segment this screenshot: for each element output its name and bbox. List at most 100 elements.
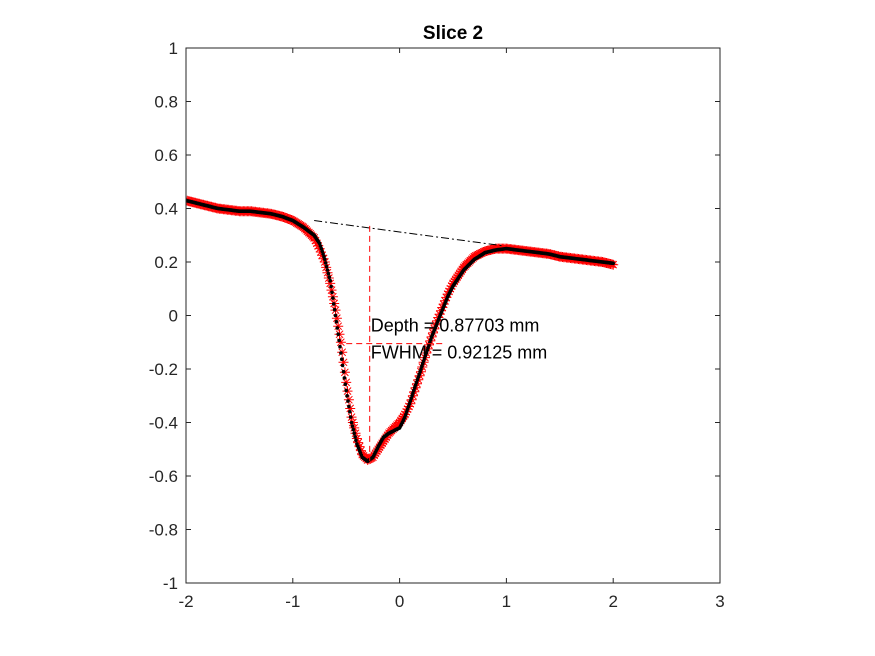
data-point-fit (339, 351, 343, 355)
data-point-measured (311, 238, 322, 249)
data-point-fit (332, 307, 337, 312)
data-point-fit (321, 252, 325, 256)
data-point-fit (327, 275, 332, 280)
data-point-fit (411, 391, 415, 395)
axes: -2 -1 0 1 2 3-1-0.8-0.6-0.4-0.200.20.40.60.81 (149, 39, 725, 611)
y-tick-label: 0.4 (154, 200, 178, 219)
data-point-measured (331, 313, 342, 324)
data-point-fit (407, 402, 412, 406)
data-point-fit (346, 399, 350, 403)
y-tick-label: 0 (169, 307, 178, 326)
data-point-fit (424, 351, 429, 355)
x-tick-label: 2 (608, 592, 617, 611)
data-point-measured (335, 337, 346, 348)
data-point-fit (340, 363, 345, 368)
y-tick-label: 1 (169, 39, 178, 58)
data-point-fit (326, 271, 331, 276)
data-point-fit (417, 372, 422, 377)
data-point-measured (325, 278, 336, 289)
data-point-measured (354, 441, 365, 452)
data-point-fit (349, 420, 354, 425)
y-tick-label: -0.4 (149, 414, 178, 433)
data-point-fit (426, 345, 430, 350)
data-point-measured (351, 433, 362, 444)
y-tick-label: 0.2 (154, 253, 178, 272)
data-point-fit (347, 404, 351, 409)
data-point-fit (325, 268, 330, 272)
data-point-fit (418, 369, 422, 374)
data-point-fit (330, 290, 334, 295)
data-point-fit (323, 257, 327, 262)
data-point-measured (345, 403, 356, 414)
data-point-measured (313, 240, 324, 251)
data-point-fit (334, 319, 339, 324)
data-point-fit (318, 244, 323, 248)
data-point-fit (406, 404, 411, 409)
data-point-fit (419, 367, 423, 371)
x-tick-label: 3 (715, 592, 724, 611)
data-point-fit (420, 364, 424, 369)
y-tick-label: -0.2 (149, 360, 178, 379)
x-tick-label: 1 (502, 592, 511, 611)
data-point-fit (414, 380, 419, 385)
data-point-fit (410, 394, 414, 398)
data-point-fit (408, 399, 413, 403)
data-point-fit (345, 394, 349, 398)
data-point-fit (331, 296, 335, 300)
data-point-fit (415, 377, 420, 382)
x-tick-label: -1 (285, 592, 300, 611)
data-point-fit (343, 382, 348, 387)
data-point-fit (353, 435, 357, 439)
x-tick-label: -2 (178, 592, 193, 611)
y-tick-label: 0.8 (154, 93, 178, 112)
data-point-fit (335, 326, 340, 330)
data-point-fit (331, 302, 336, 306)
data-point-fit (404, 410, 409, 414)
annotations: Depth = 0.87703 mm FWHM = 0.92125 mm (314, 220, 548, 462)
data-point-fit (342, 376, 347, 380)
y-tick-label: 0.6 (154, 146, 178, 165)
y-tick-label: -1 (163, 574, 178, 593)
data-point-fit (341, 369, 346, 374)
data-point-fit (336, 332, 341, 337)
data-point-fit (421, 359, 426, 363)
data-point-fit (404, 412, 408, 417)
data-point-measured (333, 321, 344, 332)
series-fit (186, 198, 615, 464)
data-point-fit (354, 438, 358, 443)
plot-area (186, 195, 619, 465)
data-point-measured (310, 235, 321, 246)
data-point-fit (429, 337, 433, 342)
data-point-fit (611, 261, 615, 266)
data-point-fit (425, 348, 430, 353)
data-point-fit (338, 344, 342, 349)
data-point-fit (329, 284, 333, 289)
data-point-fit (340, 357, 344, 362)
depth-annotation: Depth = 0.87703 mm (371, 316, 540, 336)
data-point-measured (341, 377, 352, 388)
data-point-fit (348, 415, 353, 419)
data-point-fit (352, 431, 357, 436)
fwhm-annotation: FWHM = 0.92125 mm (371, 342, 548, 362)
data-point-fit (323, 261, 328, 265)
data-point-measured (338, 357, 349, 368)
data-point-fit (324, 264, 329, 269)
data-point-fit (351, 427, 356, 432)
x-tick-label: 0 (395, 592, 404, 611)
y-tick-label: -0.8 (149, 521, 178, 540)
data-point-fit (328, 278, 333, 283)
data-point-fit (337, 338, 341, 343)
data-point-measured (326, 285, 337, 296)
data-point-fit (333, 313, 338, 318)
data-point-measured (353, 437, 364, 448)
data-point-fit (413, 383, 418, 387)
data-point-fit (344, 388, 349, 393)
data-point-fit (319, 246, 324, 251)
data-point-fit (350, 424, 355, 428)
data-point-measured (349, 422, 360, 433)
data-point-fit (422, 356, 427, 361)
data-point-fit (348, 410, 352, 414)
y-tick-label: -0.6 (149, 467, 178, 486)
chart-title: Slice 2 (423, 23, 483, 44)
